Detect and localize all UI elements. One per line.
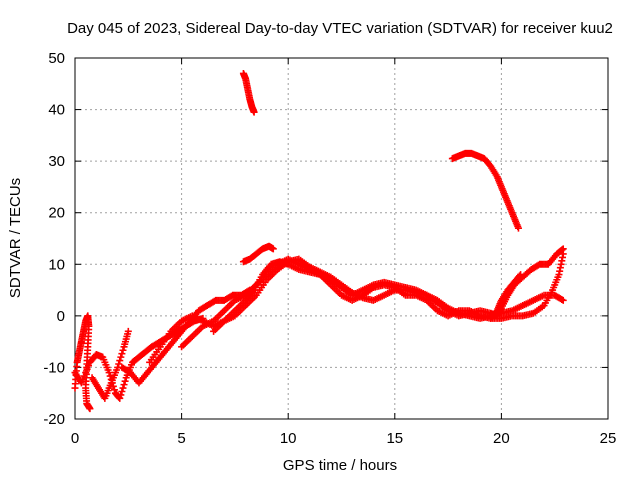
data-point-marker	[79, 375, 87, 383]
axis-ticks	[74, 57, 609, 420]
grid-lines	[75, 58, 608, 419]
data-point-marker	[517, 271, 525, 279]
y-tick-label: 30	[48, 153, 65, 170]
data-point-marker	[83, 365, 91, 373]
series-arc8	[239, 242, 277, 266]
data-point-marker	[558, 296, 566, 304]
y-tick-label: 40	[48, 102, 65, 119]
data-point-marker	[110, 386, 118, 394]
data-point-marker	[516, 272, 524, 280]
y-tick-label: 0	[57, 308, 65, 325]
x-tick-label: 15	[386, 430, 403, 447]
x-tick-labels: 0 5 10 15 20 25	[71, 430, 617, 447]
x-tick-label: 10	[280, 430, 297, 447]
data-point-marker	[120, 381, 128, 389]
data-point-marker	[116, 394, 124, 402]
y-tick-label: 20	[48, 205, 65, 222]
data-point-marker	[121, 377, 129, 385]
data-point-marker	[118, 350, 126, 358]
data-point-marker	[85, 362, 93, 370]
data-point-marker	[559, 296, 567, 304]
series-arc3	[88, 327, 132, 402]
series-arc11	[487, 271, 525, 322]
data-point-marker	[514, 224, 522, 232]
data-point-marker	[558, 246, 566, 254]
data-point-marker	[117, 391, 125, 399]
data-point-marker	[115, 360, 123, 368]
y-tick-labels: -20 -10 0 10 20 30 40 50	[43, 50, 65, 428]
y-axis-label: SDTVAR / TECUs	[7, 178, 24, 298]
data-point-marker	[124, 327, 132, 335]
chart-title: Day 045 of 2023, Sidereal Day-to-day VTE…	[67, 20, 613, 37]
plot-frame	[74, 57, 609, 420]
series-arc9	[239, 69, 258, 116]
y-tick-label: 50	[48, 50, 65, 67]
data-point-marker	[82, 369, 90, 377]
data-point-marker	[118, 387, 126, 395]
x-tick-label: 5	[177, 430, 185, 447]
y-tick-label: -20	[43, 411, 65, 428]
x-tick-label: 25	[600, 430, 617, 447]
data-point-marker	[559, 250, 567, 258]
data-point-marker	[116, 357, 124, 365]
series-arc10	[448, 149, 522, 232]
x-tick-label: 0	[71, 430, 79, 447]
x-tick-label: 20	[493, 430, 510, 447]
data-point-marker	[119, 346, 127, 354]
data-point-marker	[77, 379, 85, 387]
series-arc1	[71, 312, 94, 413]
data-markers	[71, 69, 567, 413]
data-point-marker	[117, 353, 125, 361]
y-tick-label: -10	[43, 359, 65, 376]
data-point-marker	[86, 405, 94, 413]
data-point-marker	[269, 245, 277, 253]
data-point-marker	[105, 369, 113, 377]
data-point-marker	[250, 108, 258, 116]
y-tick-label: 10	[48, 256, 65, 273]
data-point-marker	[119, 384, 127, 392]
x-axis-label: GPS time / hours	[283, 457, 397, 474]
data-point-marker	[80, 372, 88, 380]
series-arc7	[210, 250, 567, 335]
